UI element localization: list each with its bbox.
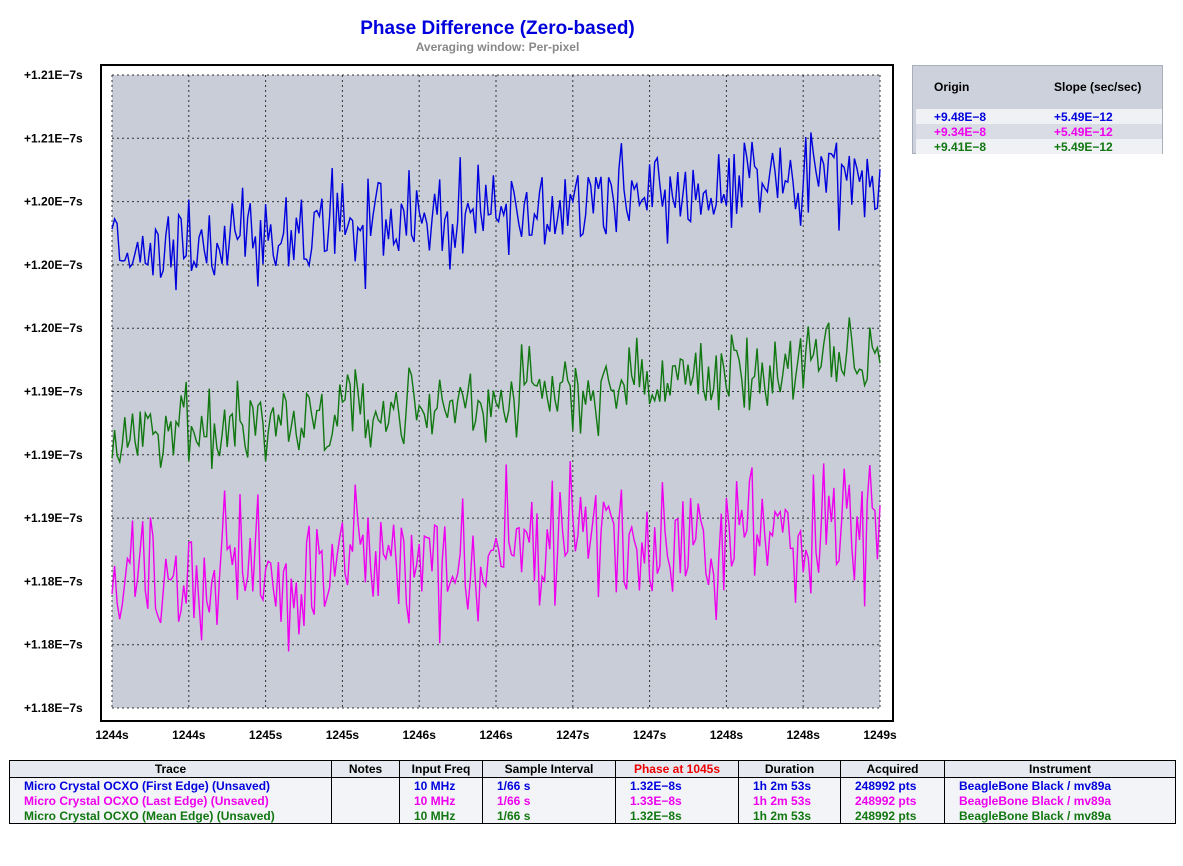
slope-origin: +9.48E−8 — [934, 110, 987, 124]
trace-freq: 10 MHz — [399, 777, 483, 793]
trace-notes[interactable] — [331, 808, 400, 824]
x-tick-label: 1248s — [710, 728, 744, 742]
col-notes[interactable]: Notes — [331, 760, 400, 778]
x-tick-label: 1244s — [172, 728, 206, 742]
trace-acquired: 248992 pts — [840, 808, 945, 824]
trace-row[interactable]: Micro Crystal OCXO (Mean Edge) (Unsaved)… — [9, 808, 1176, 824]
trace-duration: 1h 2m 53s — [738, 793, 841, 808]
slope-value: +5.49E−12 — [1054, 125, 1113, 139]
trace-freq: 10 MHz — [399, 808, 483, 824]
x-tick-label: 1246s — [403, 728, 437, 742]
slope-row: +9.34E−8 +5.49E−12 — [916, 124, 1162, 139]
trace-acquired: 248992 pts — [840, 777, 945, 793]
y-tick-label: +1.19E−7s — [24, 385, 83, 399]
trace-phase: 1.32E−8s — [615, 777, 739, 793]
trace-duration: 1h 2m 53s — [738, 777, 841, 793]
trace-notes[interactable] — [331, 777, 400, 793]
chart-title: Phase Difference (Zero-based) — [360, 18, 635, 39]
x-tick-label: 1245s — [249, 728, 283, 742]
y-tick-label: +1.19E−7s — [24, 448, 83, 462]
col-sample-interval[interactable]: Sample Interval — [482, 760, 616, 778]
trace-interval: 1/66 s — [482, 808, 616, 824]
trace-notes[interactable] — [331, 793, 400, 808]
slope-origin: +9.34E−8 — [934, 125, 987, 139]
x-tick-label: 1244s — [95, 728, 129, 742]
series-layer — [111, 132, 881, 652]
trace-name[interactable]: Micro Crystal OCXO (Mean Edge) (Unsaved) — [9, 808, 332, 824]
slope-origin: +9.41E−8 — [934, 140, 987, 154]
trace-table-header: Trace Notes Input Freq Sample Interval P… — [9, 760, 1176, 778]
trace-phase: 1.32E−8s — [615, 808, 739, 824]
y-tick-label: +1.21E−7s — [24, 131, 83, 145]
slope-value: +5.49E−12 — [1054, 140, 1113, 154]
phase-plot: +1.21E−7s +1.21E−7s +1.20E−7s +1.20E−7s +1.2… — [24, 64, 897, 742]
series-line — [111, 317, 881, 469]
x-tick-label: 1247s — [633, 728, 667, 742]
trace-duration: 1h 2m 53s — [738, 808, 841, 824]
slope-header: Slope (sec/sec) — [1054, 80, 1142, 94]
chart-subtitle: Averaging window: Per-pixel — [415, 40, 580, 54]
trace-name[interactable]: Micro Crystal OCXO (First Edge) (Unsaved… — [9, 777, 332, 793]
trace-freq: 10 MHz — [399, 793, 483, 808]
col-input-freq[interactable]: Input Freq — [399, 760, 483, 778]
trace-row[interactable]: Micro Crystal OCXO (First Edge) (Unsaved… — [9, 777, 1176, 793]
y-tick-label: +1.18E−7s — [24, 574, 83, 588]
y-axis-ticks: +1.21E−7s +1.21E−7s +1.20E−7s +1.20E−7s +1.2… — [24, 68, 83, 715]
y-tick-label: +1.20E−7s — [24, 321, 83, 335]
slope-panel: Origin Slope (sec/sec) +9.48E−8 +5.49E−1… — [912, 65, 1163, 154]
y-tick-label: +1.21E−7s — [24, 68, 83, 82]
col-acquired[interactable]: Acquired — [840, 760, 945, 778]
slope-value: +5.49E−12 — [1054, 110, 1113, 124]
x-tick-label: 1245s — [326, 728, 360, 742]
series-line — [111, 461, 881, 652]
x-axis-ticks: 1244s 1244s 1245s 1245s 1246s 1246s 1247s 1247s… — [95, 728, 897, 742]
col-phase[interactable]: Phase at 1045s — [615, 760, 739, 778]
series-line — [111, 132, 881, 291]
trace-phase: 1.33E−8s — [615, 793, 739, 808]
col-instrument[interactable]: Instrument — [944, 760, 1176, 778]
slope-row: +9.41E−8 +5.49E−12 — [916, 139, 1162, 154]
trace-instrument: BeagleBone Black / mv89a — [944, 793, 1176, 808]
trace-table: Trace Notes Input Freq Sample Interval P… — [9, 760, 1176, 824]
slope-row: +9.48E−8 +5.49E−12 — [916, 109, 1162, 124]
trace-interval: 1/66 s — [482, 777, 616, 793]
trace-name[interactable]: Micro Crystal OCXO (Last Edge) (Unsaved) — [9, 793, 332, 808]
y-tick-label: +1.20E−7s — [24, 258, 83, 272]
col-trace[interactable]: Trace — [9, 760, 332, 778]
y-tick-label: +1.18E−7s — [24, 701, 83, 715]
x-tick-label: 1248s — [787, 728, 821, 742]
origin-header: Origin — [934, 80, 970, 94]
x-tick-label: 1249s — [863, 728, 897, 742]
trace-instrument: BeagleBone Black / mv89a — [944, 808, 1176, 824]
x-tick-label: 1246s — [479, 728, 513, 742]
y-tick-label: +1.18E−7s — [24, 638, 83, 652]
y-tick-label: +1.20E−7s — [24, 195, 83, 209]
trace-acquired: 248992 pts — [840, 793, 945, 808]
plot-frame — [100, 64, 894, 722]
trace-row[interactable]: Micro Crystal OCXO (Last Edge) (Unsaved)… — [9, 793, 1176, 808]
y-tick-label: +1.19E−7s — [24, 511, 83, 525]
trace-interval: 1/66 s — [482, 793, 616, 808]
trace-instrument: BeagleBone Black / mv89a — [944, 777, 1176, 793]
col-duration[interactable]: Duration — [738, 760, 841, 778]
x-tick-label: 1247s — [556, 728, 590, 742]
